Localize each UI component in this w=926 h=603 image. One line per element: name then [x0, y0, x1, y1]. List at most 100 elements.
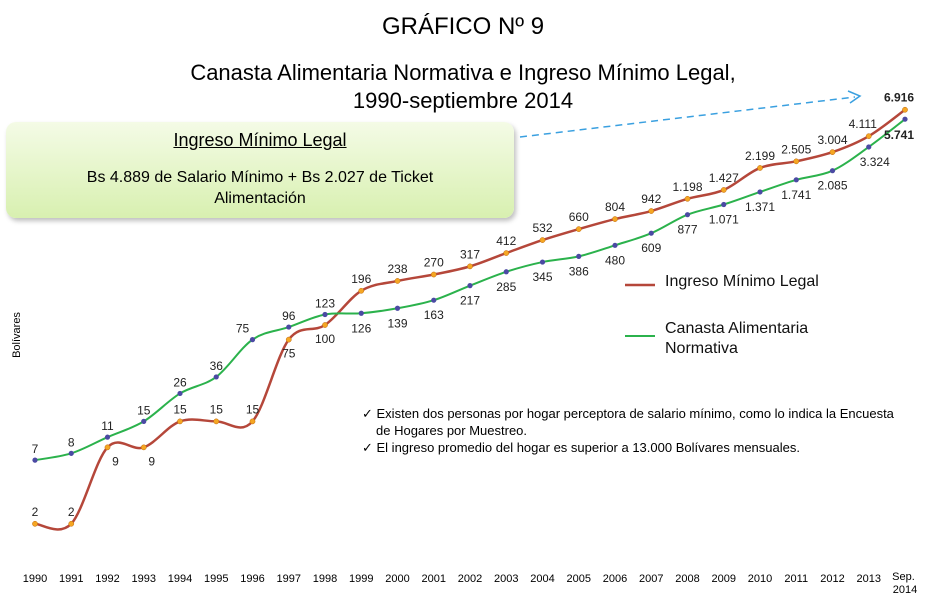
data-label: 75	[282, 347, 296, 361]
data-label: 386	[569, 264, 589, 278]
data-label: 660	[569, 210, 589, 224]
x-tick-label: 1995	[204, 573, 228, 585]
x-tick-label: 1997	[277, 573, 301, 585]
data-label: 5.741	[884, 128, 914, 142]
point	[249, 418, 256, 425]
y-axis-label: Bolívares	[11, 312, 23, 358]
x-tick-label: 2000	[385, 573, 409, 585]
x-tick-label: 2001	[422, 573, 446, 585]
data-label: 8	[68, 435, 75, 449]
data-label: 1.198	[672, 180, 702, 194]
point	[648, 230, 654, 236]
data-label: 96	[282, 309, 296, 323]
point	[322, 311, 328, 318]
x-tick-label: 1998	[313, 573, 337, 585]
callout: Ingreso Mínimo Legal Bs 4.889 de Salario…	[6, 122, 514, 218]
data-label: 609	[641, 241, 661, 255]
x-tick-label: 1990	[23, 573, 47, 585]
data-label: 139	[387, 316, 407, 330]
data-label: 75	[236, 322, 250, 336]
data-label: 126	[351, 321, 371, 335]
point	[213, 374, 219, 380]
data-label: 15	[246, 402, 260, 416]
point	[177, 390, 183, 397]
data-label: 1.371	[745, 200, 775, 214]
note: ✓ El ingreso promedio del hogar es super…	[362, 440, 800, 455]
point	[539, 259, 546, 265]
data-label: 163	[424, 308, 444, 322]
data-label: 4.111	[849, 117, 878, 131]
data-label: 2.199	[745, 149, 775, 163]
point	[648, 208, 655, 214]
data-label: 217	[460, 294, 480, 308]
data-label: 15	[173, 402, 187, 416]
data-label: 15	[210, 402, 224, 416]
x-tick-label: 1994	[168, 573, 192, 585]
point	[141, 418, 147, 424]
data-label: 196	[351, 272, 371, 286]
x-tick-label: Sep. 2014	[892, 571, 918, 596]
point	[249, 337, 256, 343]
data-label: 877	[677, 223, 697, 237]
point	[829, 168, 836, 174]
x-tick-label: 2010	[748, 573, 772, 585]
data-label: 7	[32, 442, 39, 456]
x-tick-label: 2009	[712, 573, 736, 585]
point	[684, 212, 691, 218]
x-tick-label: 2012	[820, 573, 844, 585]
data-label: 238	[387, 262, 407, 276]
note-text: El ingreso promedio del hogar es superio…	[376, 440, 800, 455]
point	[757, 165, 763, 171]
x-tick-label: 2006	[603, 573, 627, 585]
point	[32, 520, 38, 527]
data-label: 15	[137, 403, 151, 417]
point	[757, 189, 763, 195]
data-label: 412	[496, 234, 516, 248]
point	[431, 297, 437, 303]
x-tick-label: 2005	[567, 573, 591, 585]
data-label: 1.427	[709, 171, 739, 185]
point	[394, 305, 401, 311]
point	[866, 144, 872, 150]
callout-heading: Ingreso Mínimo Legal	[173, 130, 347, 150]
point	[68, 520, 75, 527]
point	[721, 201, 727, 208]
point	[286, 324, 292, 330]
data-label: 270	[424, 256, 444, 270]
x-tick-label: 1999	[349, 573, 373, 585]
point	[140, 444, 147, 451]
note-text: Existen dos personas por hogar perceptor…	[376, 406, 894, 438]
data-label: 1.741	[781, 188, 811, 202]
data-label: 2.505	[781, 142, 811, 156]
point	[430, 271, 437, 278]
x-tick-label: 1996	[240, 573, 264, 585]
x-tick-label: 1991	[59, 573, 83, 585]
x-tick-label: 2013	[857, 573, 881, 585]
point	[793, 158, 800, 165]
point	[539, 237, 546, 243]
point	[104, 434, 111, 440]
legend-label: Ingreso Mínimo Legal	[665, 273, 819, 290]
chart-subtitle: Canasta Alimentaria Normativa e Ingreso …	[190, 60, 735, 85]
callout-text: Bs 4.889 de Salario Mínimo + Bs 2.027 de…	[86, 169, 434, 207]
data-label: 480	[605, 253, 625, 267]
data-label: 532	[532, 221, 552, 235]
x-tick-label: 2002	[458, 573, 482, 585]
x-tick-label: 1993	[132, 573, 156, 585]
point	[358, 310, 364, 316]
point	[612, 216, 618, 222]
point	[902, 106, 908, 113]
arrow	[519, 96, 856, 138]
chart-title: GRÁFICO Nº 9	[382, 13, 544, 40]
x-tick-label: 2011	[784, 573, 808, 585]
data-label: 3.324	[860, 155, 890, 169]
point	[467, 283, 473, 289]
x-tick-label: 2004	[530, 573, 554, 585]
data-label: 9	[148, 454, 155, 468]
data-label: 36	[210, 359, 224, 373]
point	[285, 336, 292, 343]
x-tick-label: 2003	[494, 573, 518, 585]
point	[322, 322, 328, 328]
